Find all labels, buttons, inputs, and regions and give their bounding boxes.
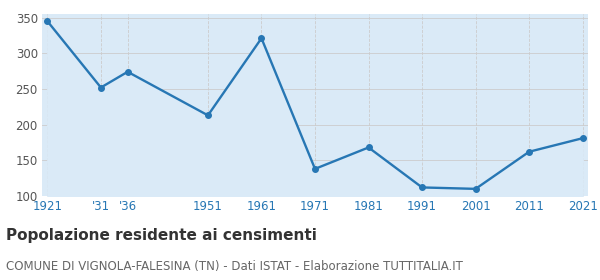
Text: COMUNE DI VIGNOLA-FALESINA (TN) - Dati ISTAT - Elaborazione TUTTITALIA.IT: COMUNE DI VIGNOLA-FALESINA (TN) - Dati I…: [6, 260, 463, 273]
Text: Popolazione residente ai censimenti: Popolazione residente ai censimenti: [6, 228, 317, 243]
